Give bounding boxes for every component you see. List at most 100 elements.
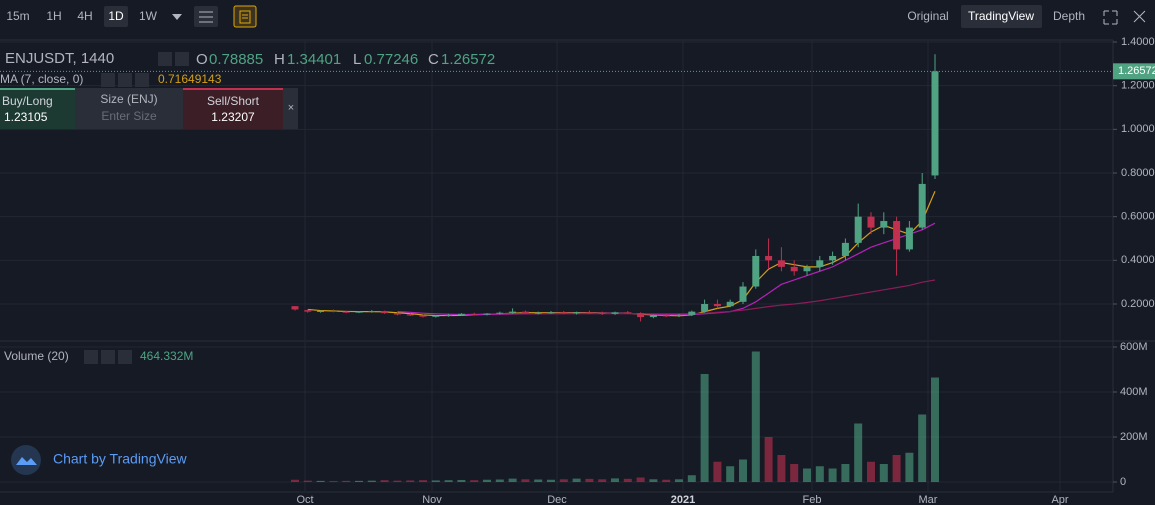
candle-body [893,221,901,250]
x-tick-label: Dec [547,494,567,505]
view-button[interactable]: TradingView [968,9,1034,23]
candle-body [432,315,440,317]
remove-icon[interactable] [135,73,149,87]
symbol: ENJUSDT, 1440 [5,50,114,67]
ohlc-letter: O [196,51,208,68]
view-button[interactable]: Original [907,9,948,23]
volume-bar [380,480,389,482]
notes-button[interactable] [233,5,257,28]
interval-button[interactable]: 1D [108,9,124,23]
settings-icon[interactable] [175,52,189,66]
view-button[interactable]: Depth [1053,9,1085,23]
volume-bar [329,481,338,482]
buy-label: Buy/Long [2,94,53,108]
volume-tick-label: 0 [1120,476,1126,488]
interval-button[interactable]: 4H [77,9,92,23]
eye-icon[interactable] [84,350,98,364]
volume-bar [713,461,722,482]
candle-body [662,315,670,317]
candle-body [918,183,926,228]
candle-body [803,266,811,272]
candle-body [496,312,504,314]
x-tick-label: Feb [803,494,822,505]
candle-body [829,255,837,261]
candle-body [381,310,389,314]
interval-button[interactable]: 1W [139,9,158,23]
more-intervals[interactable] [172,14,182,20]
volume-bar [879,464,888,482]
size-input[interactable] [75,88,183,129]
close-button[interactable] [1133,10,1146,23]
candle-body [355,311,363,313]
candle-body [931,71,939,176]
watermark-logo-mark [16,457,37,465]
y-tick-label: 1.00000 [1121,123,1155,135]
settings-icon[interactable] [101,350,115,364]
volume-bar [803,468,811,482]
watermark-logo[interactable] [11,445,41,475]
volume-bar [828,468,837,482]
buy-price: 1.23105 [4,110,48,124]
volume-bar [585,478,594,482]
candle-body [560,312,568,314]
candle-body [509,311,517,313]
volume-bar [559,479,568,482]
eye-icon[interactable] [158,52,172,66]
eye-icon[interactable] [101,73,115,87]
volume-bar [649,479,658,482]
remove-icon[interactable] [118,350,132,364]
volume-bar [444,480,453,482]
candle-body [739,286,747,302]
candle-body [854,216,862,243]
settings-icon [199,11,213,23]
active-view-bg [961,5,1042,28]
volume-bar [841,464,850,482]
sell-button[interactable] [183,88,283,129]
ma-value: 0.71649143 [158,72,222,86]
volume-bar [815,466,824,482]
close-panel[interactable] [283,88,298,129]
candle-body [521,311,529,314]
volume-bar [700,374,709,482]
buy-button[interactable] [0,88,75,129]
fullscreen-button[interactable] [1103,10,1118,25]
x-tick-label: 2021 [671,494,695,505]
volume-bar [726,466,735,482]
volume-label: Volume (20) [4,349,69,363]
volume-bar [867,461,875,482]
volume-bar [572,478,581,482]
candle-body [649,315,657,318]
volume-bar [623,478,632,482]
active-interval-bg [104,6,128,27]
volume-bar [636,477,645,482]
settings-icon[interactable] [118,73,132,87]
size-placeholder: Enter Size [101,109,157,123]
volume-bar [393,480,402,482]
sell-price: 1.23207 [211,110,255,124]
candle-body [777,260,785,267]
candle-body [329,310,337,312]
candle-body [585,312,593,314]
volume-bar [777,455,786,482]
candle-body [368,310,376,312]
volume-bar [431,480,440,482]
volume-bar [662,479,671,482]
candle-body [547,312,555,314]
watermark[interactable]: Chart by TradingView [53,451,187,467]
last-price-label: 1.26572 [1118,65,1155,77]
candle-body [573,312,581,314]
candle-body [483,313,491,315]
volume-bar [495,479,504,482]
volume-bar [316,480,325,482]
volume-bar [303,480,312,482]
volume-bar [918,414,927,482]
interval-button[interactable]: 15m [6,9,29,23]
volume-bar [547,479,555,482]
interval-button[interactable]: 1H [46,9,61,23]
